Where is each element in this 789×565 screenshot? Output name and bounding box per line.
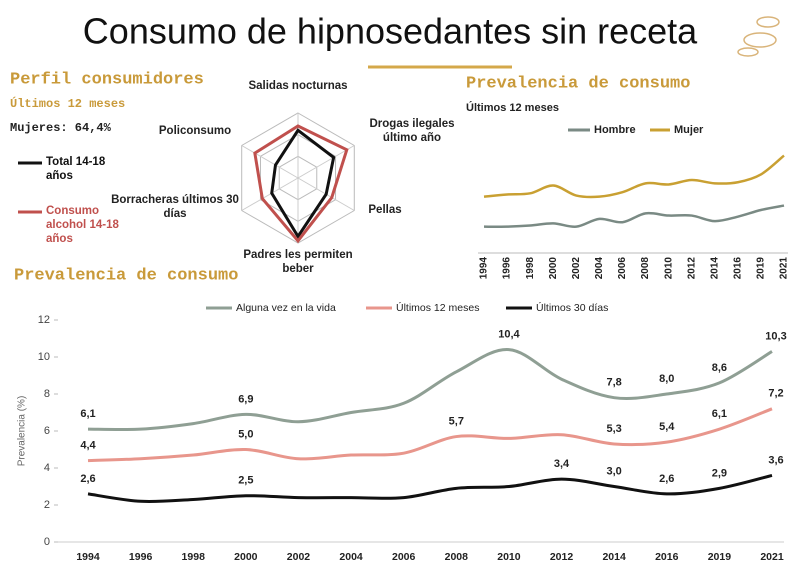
- legend-label: Total 14-18 años: [46, 156, 106, 182]
- x-tick-label: 2002: [571, 257, 582, 280]
- x-tick-label: 1998: [182, 551, 206, 563]
- x-tick-label: 1998: [525, 257, 536, 280]
- x-tick-label: 2000: [548, 257, 559, 280]
- series-line: [87, 473, 773, 504]
- annotation: Mujeres: 64,4%: [10, 121, 112, 135]
- radar-area: [253, 124, 349, 244]
- x-tick-label: 1994: [479, 257, 490, 280]
- x-tick-label: 2019: [756, 257, 767, 280]
- section-title: Prevalencia de consumo: [466, 74, 690, 93]
- y-tick-label: 2: [44, 499, 50, 511]
- x-tick-label: 1994: [76, 551, 100, 563]
- axis-label: Padres les permiten beber: [243, 249, 353, 275]
- legend-label: Alguna vez en la vida: [236, 302, 336, 314]
- axis-label: Pellas: [368, 204, 402, 216]
- data-label: 7,2: [768, 388, 783, 400]
- spoke: [241, 145, 299, 179]
- axis-label: Drogas ilegales último año: [369, 118, 455, 144]
- x-tick-label: 2010: [663, 257, 674, 280]
- x-tick-label: 2006: [617, 257, 628, 280]
- y-tick-label: 8: [44, 388, 50, 400]
- axis-label: Policonsumo: [158, 125, 232, 137]
- x-tick-label: 2019: [708, 551, 732, 563]
- x-tick-label: 1996: [129, 551, 153, 563]
- section-subtitle: Últimos 12 meses: [10, 96, 125, 111]
- data-label: 5,0: [238, 428, 253, 440]
- series-line: [483, 154, 785, 199]
- data-label: 4,4: [80, 440, 96, 452]
- y-tick-label: 12: [38, 314, 50, 326]
- legend-label: Últimos 12 meses: [396, 301, 479, 314]
- legend-label: Consumo alcohol 14-18 años: [46, 205, 119, 245]
- data-label: 2,6: [659, 473, 674, 485]
- x-tick-label: 2008: [445, 551, 469, 563]
- main-title: Consumo de hipnosedantes sin receta: [83, 11, 698, 52]
- data-label: 5,3: [607, 423, 622, 435]
- x-tick-label: 1996: [502, 257, 513, 280]
- data-label: 2,5: [238, 475, 253, 487]
- x-tick-label: 2000: [234, 551, 258, 563]
- x-tick-label: 2014: [709, 257, 720, 280]
- data-label: 10,3: [765, 330, 786, 342]
- section-title: Prevalencia de consumo: [14, 266, 238, 285]
- data-label: 8,0: [659, 373, 674, 385]
- y-axis-title: Prevalencia (%): [17, 396, 28, 467]
- x-tick-label: 2014: [602, 551, 626, 563]
- y-tick-label: 6: [44, 425, 50, 437]
- data-label: 7,8: [607, 377, 622, 389]
- x-tick-label: 2021: [779, 257, 789, 280]
- x-tick-label: 2012: [686, 257, 697, 280]
- data-label: 2,6: [80, 473, 95, 485]
- section-title: Perfil consumidores: [10, 70, 204, 89]
- data-label: 6,1: [712, 408, 727, 420]
- radar-area: [270, 128, 336, 240]
- data-label: 10,4: [498, 329, 520, 341]
- y-tick-label: 0: [44, 536, 50, 548]
- series-line: [483, 204, 785, 228]
- legend-label: Mujer: [674, 124, 704, 136]
- spoke: [241, 177, 299, 211]
- data-label: 5,7: [449, 415, 464, 427]
- x-tick-label: 2016: [732, 257, 743, 280]
- series-line: [87, 407, 773, 463]
- x-tick-label: 2004: [594, 257, 605, 280]
- x-tick-label: 2008: [640, 257, 651, 280]
- data-label: 3,0: [607, 465, 622, 477]
- section-subtitle: Últimos 12 meses: [466, 101, 559, 114]
- x-tick-label: 2016: [655, 551, 679, 563]
- data-label: 6,9: [238, 393, 253, 405]
- legend-label: Últimos 30 días: [536, 301, 608, 314]
- x-tick-label: 2006: [392, 551, 416, 563]
- data-label: 3,6: [768, 454, 783, 466]
- series-line: [87, 348, 773, 432]
- y-tick-label: 10: [38, 351, 50, 363]
- x-tick-label: 2021: [760, 551, 784, 563]
- data-label: 6,1: [80, 408, 95, 420]
- legend-label: Hombre: [594, 124, 636, 136]
- x-tick-label: 2002: [287, 551, 311, 563]
- axis-label: Salidas nocturnas: [248, 80, 348, 92]
- axis-label: Borracheras últimos 30 días: [111, 194, 239, 220]
- data-label: 2,9: [712, 467, 727, 479]
- data-label: 5,4: [659, 421, 675, 433]
- data-label: 8,6: [712, 362, 727, 374]
- y-tick-label: 4: [44, 462, 50, 474]
- data-label: 3,4: [554, 458, 570, 470]
- x-tick-label: 2010: [497, 551, 521, 563]
- x-tick-label: 2004: [339, 551, 363, 563]
- decor-icon: [737, 16, 780, 57]
- x-tick-label: 2012: [550, 551, 574, 563]
